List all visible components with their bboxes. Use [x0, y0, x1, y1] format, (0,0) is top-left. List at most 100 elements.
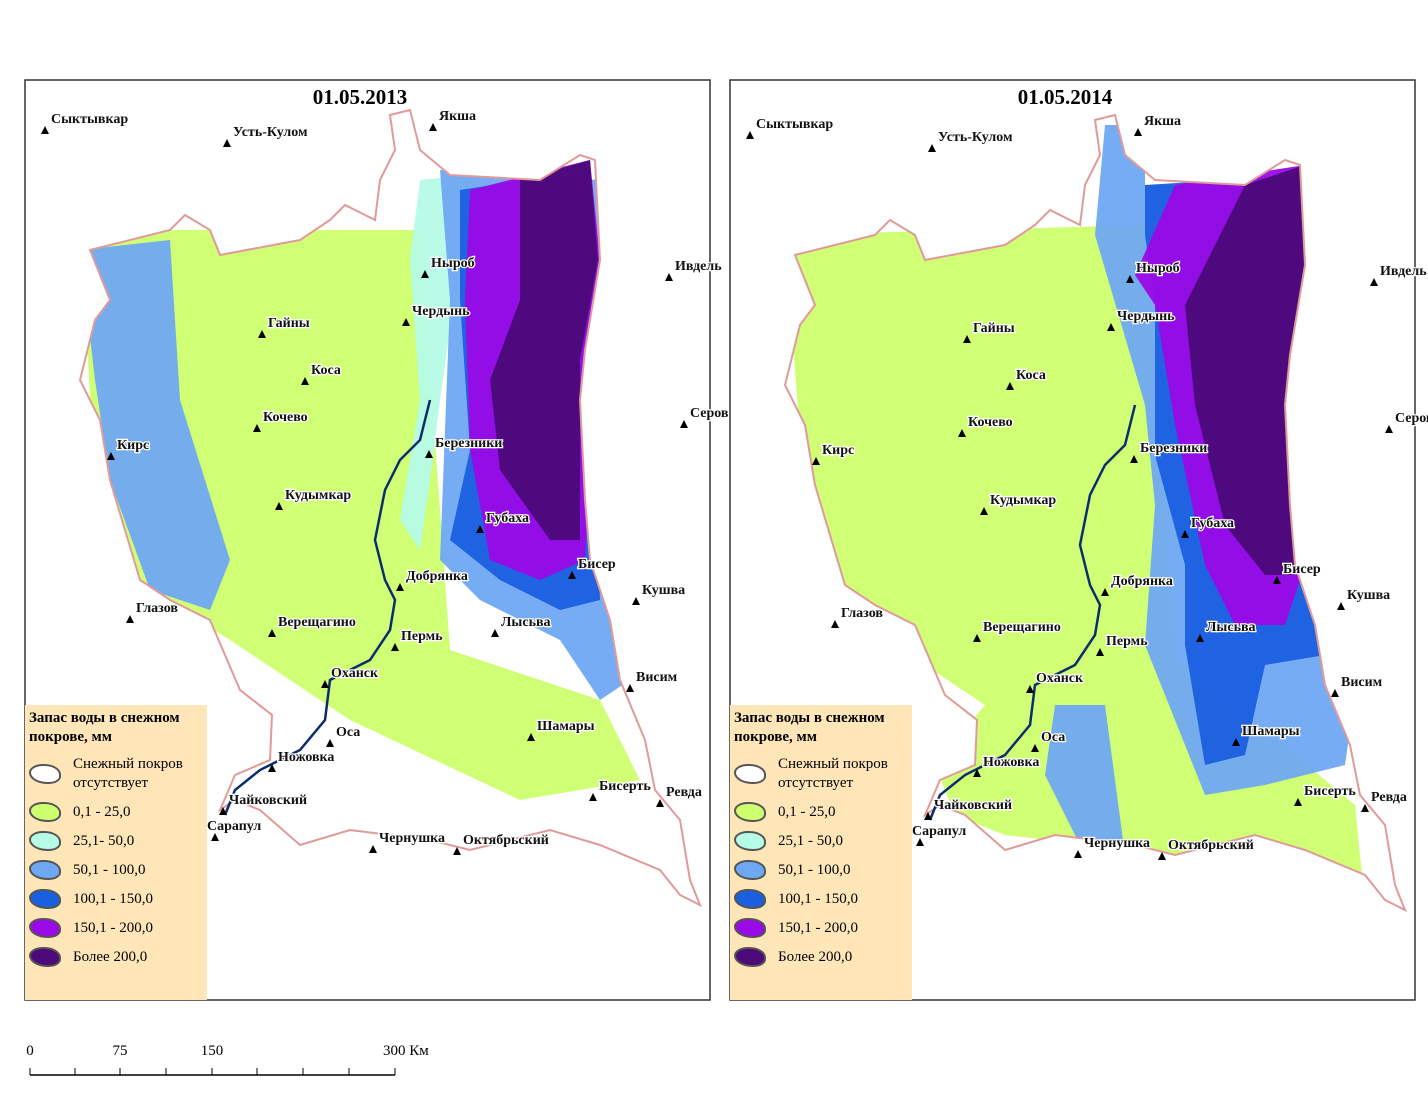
region-border — [78, 108, 702, 908]
snow-zone — [1045, 705, 1125, 855]
city-label: Чернушка — [1084, 836, 1150, 851]
city-marker — [326, 739, 334, 747]
city-label: Висим — [1341, 675, 1383, 690]
city-marker — [656, 799, 664, 807]
city-label: Ножовка — [278, 750, 334, 765]
city-label: Якша — [1144, 114, 1181, 129]
legend-label: 0,1 - 25,0 — [778, 803, 836, 820]
city-marker — [369, 845, 377, 853]
city-label: Кочево — [968, 415, 1013, 430]
city-label: Ножовка — [983, 755, 1039, 770]
city-label: Сарапул — [912, 824, 966, 839]
city-label: Шамары — [537, 719, 595, 734]
city-label: Губаха — [1191, 516, 1234, 531]
legend-swatch — [29, 860, 61, 880]
scale-label: 0 — [26, 1043, 34, 1059]
city-marker — [211, 833, 219, 841]
city-marker — [973, 634, 981, 642]
legend-label: Снежный покров отсутствует — [778, 756, 888, 791]
city-label: Октябрьский — [1168, 838, 1254, 853]
legend-item: Снежный покров отсутствует — [734, 755, 908, 793]
city-marker — [107, 452, 115, 460]
city-marker — [258, 330, 266, 338]
city-marker — [253, 424, 261, 432]
city-label: Чайковский — [229, 793, 307, 808]
city-label: Чердынь — [412, 304, 470, 319]
map-title: 01.05.2014 — [1018, 85, 1113, 109]
city-label: Лысьва — [501, 615, 551, 630]
legend-swatch — [29, 802, 61, 822]
legend-label: 25,1- 50,0 — [73, 832, 135, 849]
city-label: Березники — [435, 436, 502, 451]
city-marker — [1126, 275, 1134, 283]
city-label: Кочево — [263, 410, 308, 425]
city-marker — [491, 629, 499, 637]
city-label: Бисер — [1283, 562, 1321, 577]
legend: Запас воды в снежном покрове, мм Снежный … — [25, 705, 207, 1000]
city-label: Коса — [1016, 368, 1046, 383]
city-label: Оханск — [331, 666, 379, 681]
legend-label: Снежный покров отсутствует — [73, 756, 183, 791]
city-marker — [275, 502, 283, 510]
legend-swatch — [734, 889, 766, 909]
legend-label: 100,1 - 150,0 — [73, 890, 153, 907]
river — [223, 399, 432, 816]
city-marker — [321, 680, 329, 688]
city-marker — [41, 126, 49, 134]
snow-zone — [80, 230, 640, 800]
legend-label: 50,1 - 100,0 — [73, 861, 146, 878]
city-label: Чайковский — [934, 798, 1012, 813]
city-label: Оханск — [1036, 671, 1084, 686]
legend-item: 25,1- 50,0 — [29, 831, 203, 851]
city-marker — [665, 273, 673, 281]
legend-label: 50,1 - 100,0 — [778, 861, 851, 878]
city-label: Кушва — [1347, 588, 1390, 603]
city-marker — [1361, 804, 1369, 812]
city-marker — [1273, 576, 1281, 584]
legend-swatch — [734, 831, 766, 851]
city-marker — [680, 420, 688, 428]
city-marker — [1294, 798, 1302, 806]
city-marker — [1026, 685, 1034, 693]
legend-item: Снежный покров отсутствует — [29, 755, 203, 793]
legend-swatch — [734, 802, 766, 822]
zones — [80, 160, 640, 800]
city-label: Кирс — [117, 438, 149, 453]
city-label: Бисерть — [599, 779, 651, 794]
city-marker — [268, 629, 276, 637]
city-label: Серов — [1395, 411, 1428, 426]
city-label: Ивдель — [1380, 264, 1427, 279]
legend-item: 100,1 - 150,0 — [734, 889, 908, 909]
legend-label: 150,1 - 200,0 — [73, 919, 153, 936]
city-label: Шамары — [1242, 724, 1300, 739]
city-marker — [425, 450, 433, 458]
river — [928, 404, 1137, 821]
city-marker — [421, 270, 429, 278]
city-label: Коса — [311, 363, 341, 378]
city-label: Сарапул — [207, 819, 261, 834]
region-border — [783, 113, 1407, 913]
city-label: Оса — [336, 725, 360, 740]
map-area: Сыктывкар Усть-Кулом Якша Ныроб Ивдель Гайны Ч… — [41, 108, 730, 908]
legend-item: 25,1 - 50,0 — [734, 831, 908, 851]
snow-zone — [490, 160, 598, 540]
legend-item: 0,1 - 25,0 — [734, 802, 908, 822]
legend-title: Запас воды в снежном покрове, мм — [29, 710, 180, 745]
city-label: Кирс — [822, 443, 854, 458]
city-marker — [268, 764, 276, 772]
snow-zone — [80, 240, 230, 610]
snow-zone — [1185, 165, 1310, 575]
city-label: Глазов — [841, 606, 883, 621]
city-marker — [928, 144, 936, 152]
city-label: Кушва — [642, 583, 685, 598]
city-marker — [402, 318, 410, 326]
city-marker — [223, 139, 231, 147]
legend-label: 100,1 - 150,0 — [778, 890, 858, 907]
city-label: Верещагино — [278, 615, 356, 630]
city-marker — [963, 335, 971, 343]
city-marker — [1134, 128, 1142, 136]
map-title: 01.05.2013 — [313, 85, 408, 109]
city-label: Якша — [439, 109, 476, 124]
city-marker — [1101, 588, 1109, 596]
